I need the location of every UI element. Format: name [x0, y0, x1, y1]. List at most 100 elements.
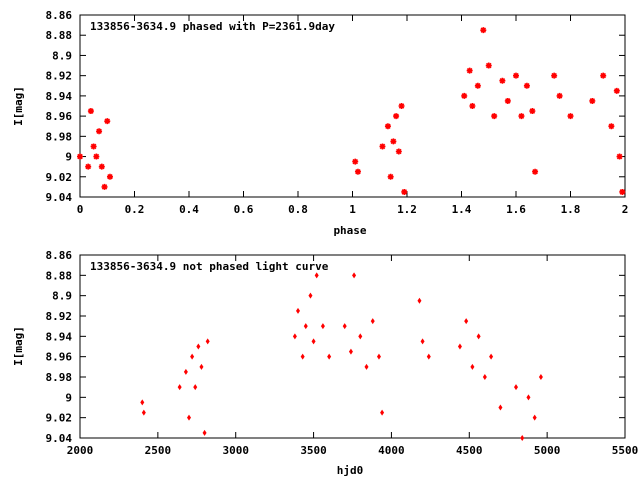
x-tick-label: 0	[77, 203, 84, 216]
tick-group: 2000 2500 3000 3500 4000 4500 5000 5500 8.86 8.88…	[46, 249, 639, 457]
data-point	[300, 353, 305, 360]
x-tick-label: 1.2	[397, 203, 417, 216]
data-point	[384, 123, 391, 130]
data-point	[551, 72, 558, 79]
data-point	[85, 163, 92, 170]
data-point	[303, 323, 308, 330]
data-point	[485, 62, 492, 69]
data-point	[77, 153, 83, 160]
data-point	[183, 368, 188, 375]
y-tick-label: 8.88	[46, 269, 73, 282]
x-tick-label: 0.6	[234, 203, 254, 216]
phased-light-curve-panel: 133856-3634.9 phased with P=2361.9day ph…	[12, 9, 628, 237]
data-point	[352, 158, 359, 165]
data-point	[311, 338, 316, 345]
y-tick-label: 8.92	[46, 310, 73, 323]
data-point	[461, 92, 468, 99]
data-point	[376, 353, 381, 360]
y-tick-label: 8.94	[46, 330, 73, 343]
data-point	[480, 27, 487, 34]
data-point	[532, 168, 539, 175]
data-point	[529, 108, 536, 115]
y-tick-label: 8.96	[46, 110, 73, 123]
y-tick-label: 8.9	[52, 49, 72, 62]
data-point	[504, 97, 511, 104]
data-point	[90, 143, 97, 150]
data-point	[141, 409, 146, 416]
x-tick-label: 1.4	[452, 203, 472, 216]
x-tick-label: 0.2	[125, 203, 145, 216]
data-point	[556, 92, 563, 99]
tick-group: 0 0.2 0.4 0.6 0.8 1 1.2 1.4 1.6 1.8 2 8.86 8.88 8.9 8.…	[46, 9, 629, 216]
data-point	[104, 118, 111, 125]
x-tick-label: 3000	[222, 444, 249, 457]
data-point	[476, 333, 481, 340]
data-point	[101, 183, 108, 190]
data-point	[600, 72, 607, 79]
x-tick-label: 3500	[300, 444, 327, 457]
data-point	[342, 323, 347, 330]
chart-title: 133856-3634.9 not phased light curve	[90, 260, 329, 273]
data-point	[140, 399, 145, 406]
y-axis-label: I[mag]	[12, 326, 25, 366]
data-point	[352, 272, 357, 279]
y-tick-label: 8.92	[46, 70, 73, 83]
data-point	[613, 87, 620, 94]
y-tick-label: 8.96	[46, 351, 73, 364]
plot-frame	[79, 14, 626, 198]
x-tick-label: 0.8	[288, 203, 308, 216]
data-point	[87, 108, 94, 115]
data-point	[420, 338, 425, 345]
data-point	[320, 323, 325, 330]
y-tick-label: 8.98	[46, 130, 73, 143]
data-point	[354, 168, 361, 175]
y-tick-label: 9	[65, 151, 72, 164]
x-tick-label: 2500	[145, 444, 172, 457]
data-point	[520, 435, 525, 441]
data-point	[616, 153, 623, 160]
data-point	[457, 343, 462, 350]
y-tick-label: 9.02	[46, 412, 73, 425]
y-tick-label: 8.98	[46, 371, 73, 384]
data-point	[96, 128, 103, 135]
x-tick-label: 2	[622, 203, 629, 216]
data-point	[348, 348, 353, 355]
data-point	[474, 82, 481, 89]
data-point	[518, 113, 525, 120]
chart-title: 133856-3634.9 phased with P=2361.9day	[90, 20, 335, 33]
data-point	[296, 307, 300, 314]
data-point	[205, 338, 210, 345]
x-tick-label: 5500	[612, 444, 639, 457]
data-point	[202, 429, 207, 436]
y-tick-label: 8.94	[46, 90, 73, 103]
data-point	[401, 188, 408, 195]
data-point	[464, 318, 469, 325]
y-tick-label: 9.04	[46, 191, 73, 204]
data-point	[199, 363, 204, 370]
data-point	[292, 333, 297, 340]
data-point	[364, 363, 369, 370]
data-point	[395, 148, 402, 155]
data-point	[532, 414, 537, 421]
data-point	[379, 143, 386, 150]
data-point	[619, 188, 626, 195]
data-point	[538, 374, 543, 380]
data-point	[482, 374, 487, 380]
data-point	[514, 384, 518, 391]
data-point	[308, 292, 313, 299]
data-point	[398, 103, 405, 109]
data-point	[93, 153, 100, 160]
data-point	[177, 384, 182, 391]
data-point	[370, 318, 375, 325]
data-point	[387, 173, 394, 180]
data-point	[190, 353, 195, 360]
data-point	[380, 409, 385, 416]
data-point	[187, 414, 191, 421]
data-point	[470, 363, 475, 370]
data-point	[589, 97, 596, 104]
y-tick-label: 8.86	[46, 9, 73, 22]
data-point	[358, 333, 363, 340]
data-point	[98, 163, 105, 170]
data-point	[489, 353, 494, 360]
raw-light-curve-panel: 133856-3634.9 not phased light curve hjd…	[12, 249, 638, 477]
